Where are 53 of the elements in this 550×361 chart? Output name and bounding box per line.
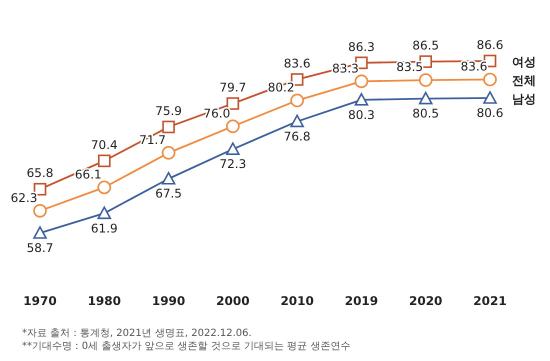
data-label: 65.8 <box>26 166 54 180</box>
point <box>33 226 47 239</box>
data-label: 83.5 <box>396 60 424 74</box>
data-label: 80.3 <box>348 108 375 122</box>
x-tick-label: 1970 <box>23 294 57 308</box>
point <box>33 204 47 218</box>
x-tick-label: 2010 <box>280 294 314 308</box>
data-label: 62.3 <box>10 190 38 205</box>
point <box>418 73 433 87</box>
x-tick-label: 1980 <box>88 294 121 308</box>
series-label: 여성 <box>512 55 536 69</box>
text: *자료 출처 : 통계청, 2021년 생명표, 2022.12.06. <box>22 328 252 339</box>
point <box>98 154 111 168</box>
point <box>483 91 497 104</box>
data-label: 86.5 <box>412 38 440 53</box>
point <box>290 94 304 108</box>
x-tick-label: 2020 <box>409 294 442 308</box>
point <box>162 172 176 185</box>
data-label: 58.7 <box>26 241 54 255</box>
point <box>226 120 240 134</box>
point <box>162 146 176 160</box>
data-label: 76.8 <box>284 129 310 144</box>
data-label: 61.9 <box>90 221 118 236</box>
data-label: 66.1 <box>74 167 102 182</box>
x-tick-label: 2000 <box>216 294 250 308</box>
data-label: 70.4 <box>90 138 118 152</box>
data-label: 79.7 <box>220 80 246 95</box>
data-label: 86.3 <box>348 40 375 54</box>
x-tick-label: 2021 <box>473 294 507 308</box>
point <box>483 72 497 86</box>
series-label: 남성 <box>512 92 536 106</box>
point <box>226 142 240 155</box>
point <box>354 93 368 106</box>
data-label: 72.3 <box>220 157 246 172</box>
data-label: 80.6 <box>476 106 504 120</box>
point <box>290 114 304 128</box>
point <box>162 120 175 134</box>
data-label: 75.9 <box>155 104 182 118</box>
x-tick-label: 2019 <box>344 294 378 308</box>
text: **기대수명 : 0세 출생자가 앞으로 생존할 것으로 기대되는 평균 생존연수 <box>22 341 350 352</box>
data-label: 86.6 <box>476 38 504 52</box>
data-label: 67.5 <box>155 186 182 201</box>
data-label: 80.5 <box>412 106 440 121</box>
data-label: 83.6 <box>284 56 310 70</box>
point <box>97 206 112 220</box>
point <box>418 92 433 104</box>
point <box>97 180 112 194</box>
series-label: 전체 <box>512 73 536 88</box>
point <box>354 74 368 88</box>
data-label: 83.6 <box>460 59 488 74</box>
point <box>226 97 240 110</box>
data-label: 76.0 <box>204 106 230 120</box>
x-tick-label: 1990 <box>152 294 186 308</box>
